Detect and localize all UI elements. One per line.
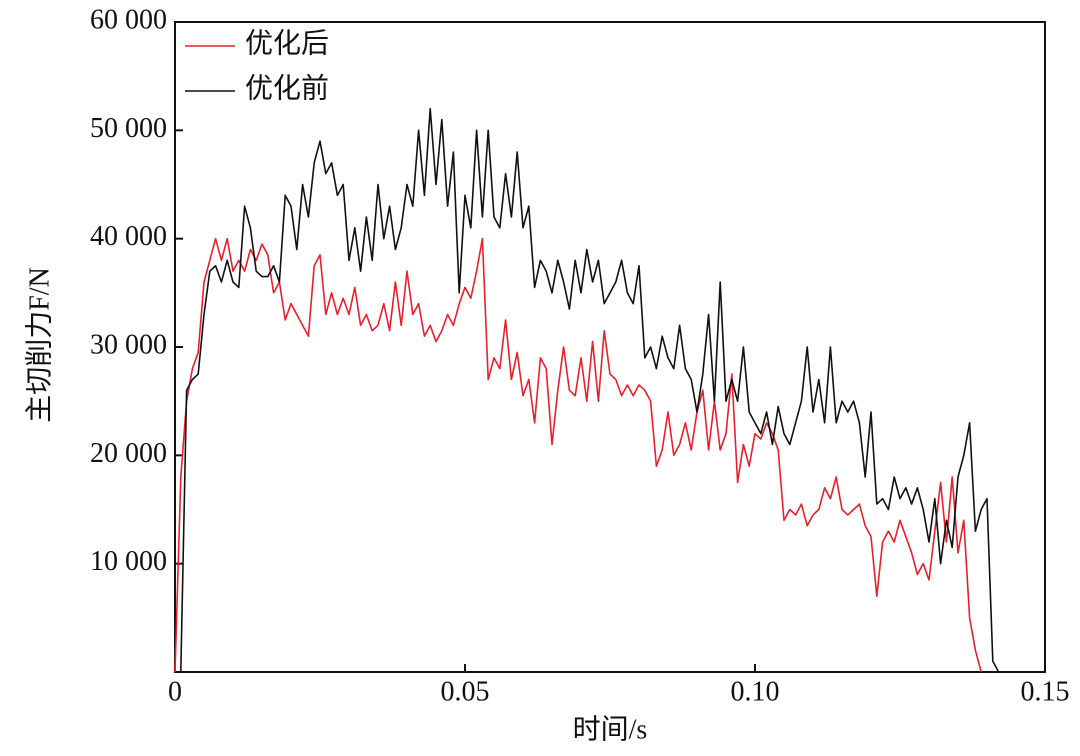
x-tick-label: 0.05 — [441, 676, 490, 707]
y-tick-label: 50 000 — [90, 113, 167, 144]
x-tick-label: 0 — [168, 676, 182, 707]
y-tick-label: 10 000 — [90, 546, 167, 577]
y-tick-label: 20 000 — [90, 438, 167, 469]
y-tick-label: 60 000 — [90, 4, 167, 35]
y-tick-label: 40 000 — [90, 221, 167, 252]
y-tick-label: 30 000 — [90, 329, 167, 360]
series-line — [180, 107, 1000, 673]
x-tick-label: 0.15 — [1021, 676, 1070, 707]
legend-label: 优化后 — [245, 27, 329, 59]
legend-label: 优化前 — [245, 72, 329, 104]
y-axis-label: 主切削力F/N — [23, 267, 55, 423]
series-line — [174, 237, 982, 673]
x-axis-label: 时间/s — [573, 713, 648, 745]
x-tick-label: 0.10 — [731, 676, 780, 707]
plot-frame — [174, 21, 1046, 673]
